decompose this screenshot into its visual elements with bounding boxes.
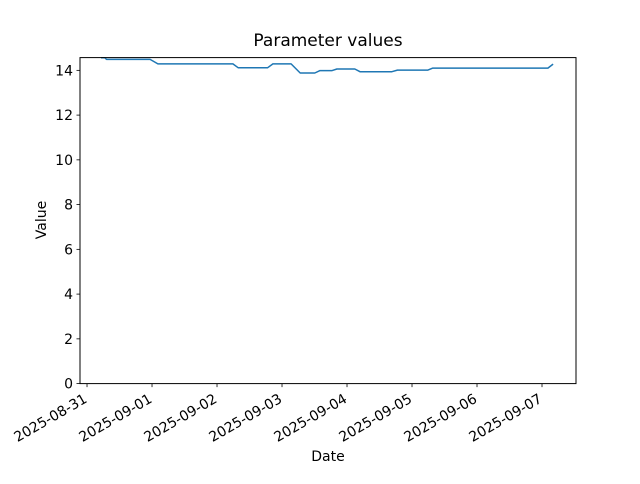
y-tick-label: 12	[55, 108, 73, 124]
chart-title: Parameter values	[253, 31, 402, 51]
y-axis-label: Value	[34, 201, 50, 239]
y-tick-label: 6	[64, 242, 73, 258]
y-tick-label: 2	[64, 332, 73, 348]
y-tick-label: 8	[64, 198, 73, 214]
y-tick-label: 0	[64, 377, 73, 393]
axes-frame	[79, 57, 577, 385]
y-tick-label: 4	[64, 287, 73, 303]
y-tick-label: 10	[55, 153, 73, 169]
data-line	[101, 57, 554, 74]
x-axis-label: Date	[311, 449, 344, 465]
y-tick-label: 14	[55, 63, 73, 79]
